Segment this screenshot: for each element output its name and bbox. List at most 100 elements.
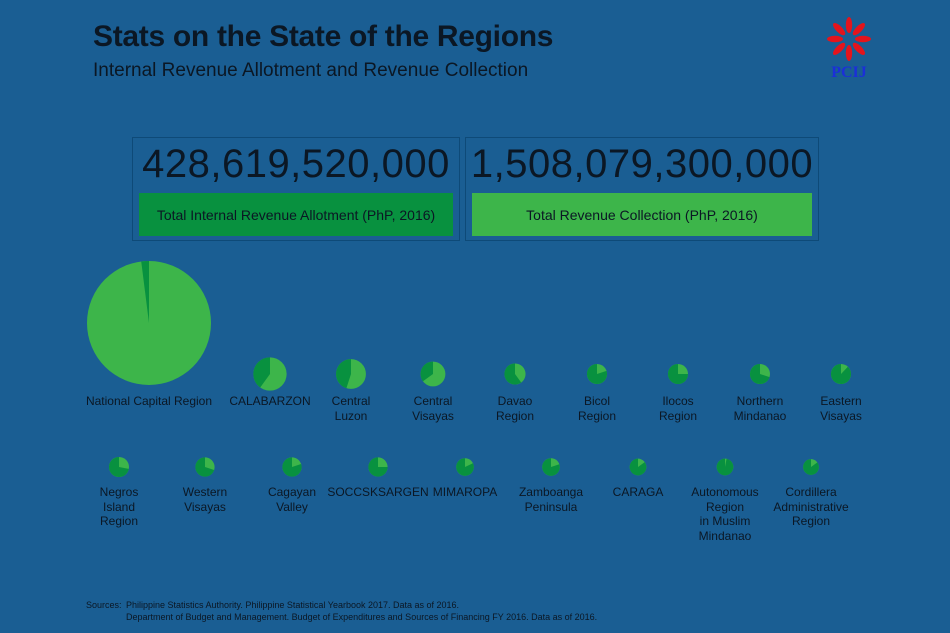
source-line: Department of Budget and Management. Bud…: [126, 612, 598, 622]
pie-calabarzon: [253, 357, 287, 391]
region-label-line: Region: [791, 514, 831, 528]
region-label-soccsksargen: SOCCSKSARGEN: [323, 485, 433, 500]
region-label-line: Region: [658, 408, 698, 423]
region-label-line: Central: [413, 394, 453, 408]
region-label-ilocos-region: Ilocos Region: [623, 394, 733, 423]
pie-bicol-region: [587, 364, 607, 384]
pie-eastern-visayas: [831, 364, 851, 384]
region-label-line: Island: [102, 499, 136, 514]
pie-slice-ira: [504, 363, 522, 385]
region-label-line: Region: [99, 514, 139, 528]
region-label-line: Valley: [276, 499, 308, 514]
pie-slice-ira: [803, 459, 819, 475]
pie-western-visayas: [195, 457, 215, 477]
region-label-western-visayas: Western Visayas: [150, 485, 260, 514]
region-label-cagayan-valley: Cagayan Valley: [237, 485, 347, 514]
region-label-negros-island-region: Negros Island Region: [64, 485, 174, 529]
pie-cordillera-administrative-region: [803, 459, 819, 475]
pie-slice-ira: [587, 364, 607, 384]
revenue-stat-box: 1,508,079,300,000 Total Revenue Collecti…: [465, 137, 819, 241]
page-title: Stats on the State of the Regions: [93, 20, 554, 53]
region-label-line: Visayas: [412, 408, 454, 423]
pie-negros-island-region: [109, 457, 129, 477]
pcij-flower-icon: [827, 17, 871, 61]
region-label-line: Cagayan: [267, 485, 317, 499]
region-label-line: Cordillera: [785, 485, 837, 499]
pie-slice-ira: [831, 364, 851, 384]
pie-slice-ira: [542, 458, 560, 476]
pie-slice-ira: [282, 457, 302, 477]
pie-autonomous-region-in-muslim-mindanao: [716, 458, 734, 476]
region-label-line: Autonomous: [691, 485, 759, 499]
region-label-northern-mindanao: Northern Mindanao: [705, 394, 815, 423]
pie-slice-ira: [456, 458, 474, 476]
region-label-central-visayas: Central Visayas: [378, 394, 488, 423]
source-line: Philippine Statistics Authority. Philipp…: [126, 600, 460, 610]
region-label-national-capital-region: National Capital Region: [69, 394, 229, 409]
region-label-line: Administrative: [773, 499, 849, 514]
pie-ilocos-region: [668, 364, 688, 384]
region-label-line: Region: [705, 499, 745, 514]
region-label-line: Davao: [497, 394, 533, 408]
pie-slice-ira: [141, 261, 149, 323]
region-label-line: Region: [577, 408, 617, 423]
pcij-logo: PCIJ: [818, 14, 880, 84]
logo-text: PCIJ: [831, 64, 867, 81]
pie-national-capital-region: [87, 261, 211, 385]
region-label-line: MIMAROPA: [432, 485, 498, 499]
region-label-line: Bicol: [583, 394, 610, 408]
region-label-caraga: CARAGA: [583, 485, 693, 500]
pie-slice-ira: [629, 458, 647, 476]
ira-stat-box: 428,619,520,000 Total Internal Revenue A…: [132, 137, 460, 241]
pie-mimaropa: [456, 458, 474, 476]
region-label-line: Northern: [736, 394, 784, 408]
region-label-line: Mindanao: [733, 408, 787, 423]
pie-cagayan-valley: [282, 457, 302, 477]
sources-lead: Sources:: [86, 600, 122, 610]
pie-central-luzon: [336, 359, 366, 389]
revenue-total-label: Total Revenue Collection (PhP, 2016): [472, 193, 812, 236]
pie-zamboanga-peninsula: [542, 458, 560, 476]
region-label-line: Western: [182, 485, 228, 499]
region-label-line: Ilocos: [662, 394, 694, 408]
region-label-line: in Muslim: [699, 514, 751, 528]
region-label-calabarzon: CALABARZON: [215, 394, 325, 409]
region-label-line: Mindanao: [698, 528, 752, 543]
pie-caraga: [629, 458, 647, 476]
pie-slice-ira: [668, 364, 688, 384]
region-label-eastern-visayas: Eastern Visayas: [786, 394, 896, 423]
pie-slice-ira: [368, 457, 388, 477]
pie-slice-ira: [750, 364, 770, 384]
region-label-line: Visayas: [184, 499, 226, 514]
region-label-central-luzon: Central Luzon: [296, 394, 406, 423]
pie-slice-ira: [109, 457, 129, 477]
ira-total-value: 428,619,520,000: [142, 142, 450, 186]
pie-slice-ira: [195, 457, 215, 477]
pie-slice-ira: [716, 458, 734, 476]
region-label-line: National Capital Region: [85, 394, 213, 408]
pie-northern-mindanao: [750, 364, 770, 384]
region-label-line: Eastern: [820, 394, 862, 408]
region-label-line: Luzon: [334, 408, 368, 423]
page-subtitle: Internal Revenue Allotment and Revenue C…: [93, 60, 529, 81]
region-label-line: Central: [331, 394, 371, 408]
region-label-line: Zamboanga: [518, 485, 584, 499]
region-label-autonomous-region-in-muslim-mindanao: Autonomous Region in Muslim Mindanao: [670, 485, 780, 543]
pie-central-visayas: [420, 361, 446, 387]
region-label-line: Region: [495, 408, 535, 423]
region-label-bicol-region: Bicol Region: [542, 394, 652, 423]
revenue-total-value: 1,508,079,300,000: [470, 142, 814, 186]
pie-davao-region: [504, 363, 526, 385]
pie-slice-ira: [336, 359, 351, 389]
region-label-line: CARAGA: [612, 485, 664, 499]
region-label-davao-region: Davao Region: [460, 394, 570, 423]
region-label-line: Peninsula: [524, 499, 578, 514]
pie-slice-ira: [420, 361, 433, 382]
ira-total-label: Total Internal Revenue Allotment (PhP, 2…: [139, 193, 453, 236]
region-label-line: Negros: [99, 485, 139, 499]
sources-note: Sources: Philippine Statistics Authority…: [86, 599, 597, 623]
region-label-mimaropa: MIMAROPA: [410, 485, 520, 500]
pie-soccsksargen: [368, 457, 388, 477]
region-label-zamboanga-peninsula: Zamboanga Peninsula: [496, 485, 606, 514]
